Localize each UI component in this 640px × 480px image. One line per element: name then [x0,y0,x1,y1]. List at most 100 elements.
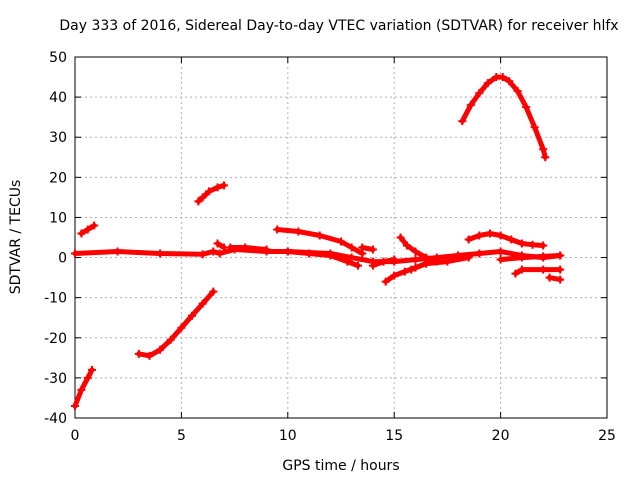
data-point [215,249,224,258]
plot-frame [74,56,608,419]
y-tick-label: -40 [44,411,67,427]
data-point [390,255,399,264]
y-tick-label: -30 [44,371,67,387]
data-point [209,287,218,296]
data-point [347,253,356,262]
y-tick-label: -20 [44,331,67,347]
data-point [347,243,356,252]
data-point [188,311,197,320]
data-point [241,243,250,252]
y-tick-label: -10 [44,291,67,307]
data-series-19 [459,74,548,160]
data-point [379,257,388,266]
data-point [400,267,409,276]
data-point [83,373,92,382]
data-point [166,335,175,344]
data-point [262,245,271,254]
data-point [443,257,452,266]
y-tick-label: 30 [49,130,67,146]
data-point [483,79,492,88]
data-point [422,259,431,268]
data-point [194,197,203,206]
y-axis-label: SDTVAR / TECUs [8,180,24,295]
data-point [156,249,165,258]
data-point [273,225,282,234]
y-tick-label: 40 [49,90,67,106]
data-point [90,221,99,230]
data-point [511,269,520,278]
data-point [411,247,420,256]
data-point [407,265,416,274]
data-point [368,261,377,270]
y-tick-label: 20 [49,170,67,186]
data-point [507,235,516,244]
data-point [541,153,550,162]
x-tick-label: 25 [598,428,616,444]
data-point [517,239,526,248]
data-point [156,345,165,354]
data-point [485,229,494,238]
data-point [113,247,122,256]
data-point [198,299,207,308]
x-axis-label: GPS time / hours [282,458,399,474]
data-point [305,249,314,258]
data-point [177,323,186,332]
x-tick-label: 15 [385,428,403,444]
data-point [145,351,154,360]
data-point [71,401,79,410]
data-point [411,255,420,264]
data-series-1 [72,367,95,409]
data-point [505,77,514,86]
data-point [496,255,505,264]
y-tick-label: 50 [49,50,67,66]
data-series [71,73,565,410]
data-point [539,241,548,250]
data-point [513,87,522,96]
data-point [396,233,405,242]
data-point [326,251,335,260]
data-series-14 [408,255,472,273]
data-point [539,145,548,154]
data-point [475,249,484,258]
data-point [88,365,97,374]
data-point [315,231,324,240]
data-point [496,231,505,240]
data-point [475,89,484,98]
data-point [458,117,467,126]
x-tick-label: 5 [177,428,186,444]
data-point [517,253,526,262]
data-point [496,247,505,256]
data-point [390,271,399,280]
data-point [466,101,475,110]
x-tick-label: 20 [492,428,510,444]
y-tick-label: 10 [49,210,67,226]
data-point [522,103,531,112]
data-point [294,227,303,236]
data-point [83,225,92,234]
data-point [498,73,507,82]
data-point [71,249,79,258]
data-point [545,273,554,282]
data-point [219,181,228,190]
data-point [475,231,484,240]
x-tick-label: 10 [279,428,297,444]
data-point [209,247,218,256]
data-point [381,277,390,286]
data-point [556,265,565,274]
data-point [213,183,222,192]
data-point [368,245,377,254]
data-point [556,251,565,260]
data-point [134,349,143,358]
data-point [539,252,548,261]
data-point [556,275,565,284]
data-point [283,247,292,256]
data-series-16 [498,253,563,263]
data-point [530,123,539,132]
x-tick-label: 0 [71,428,80,444]
data-point [198,250,207,259]
data-point [358,243,367,252]
data-point [205,187,214,196]
axis-ticks: 0 5 10 15 20 25 -40 -30 -20 -10 0 10 20 30 40 50 [44,50,616,444]
data-point [77,385,86,394]
